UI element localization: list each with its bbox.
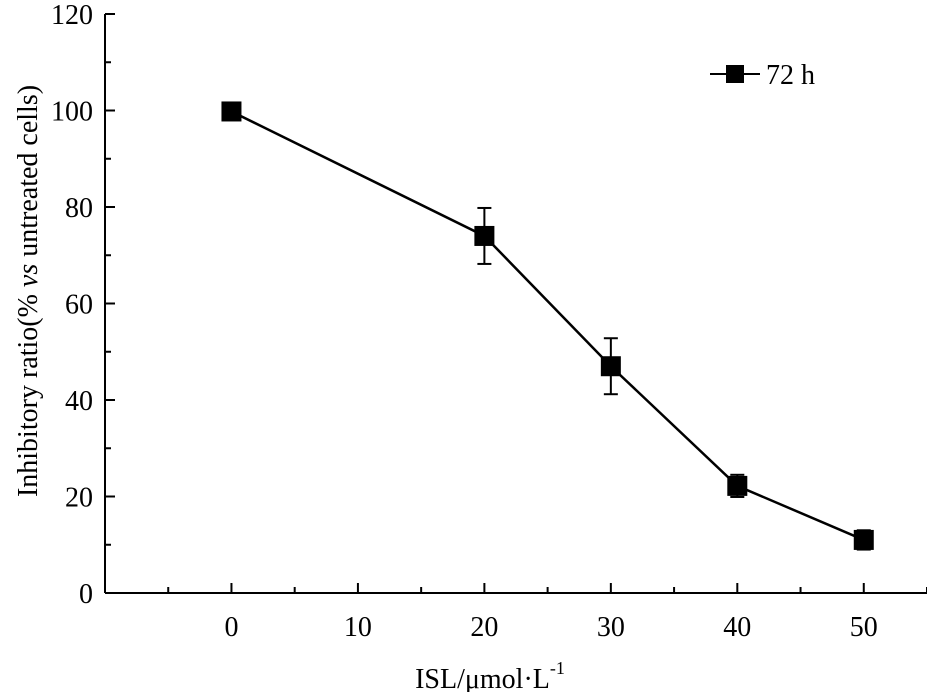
x-tick-label: 20 (470, 612, 498, 643)
data-point-marker (727, 475, 748, 496)
legend: 72 h (710, 60, 815, 91)
x-tick-label: 10 (344, 612, 372, 643)
y-axis-title: Inhibitory ratio(% vs untreated cells) (13, 85, 44, 497)
y-tick-label: 80 (65, 193, 93, 224)
data-point-marker (600, 356, 621, 377)
x-axis-title-superscript: -1 (550, 658, 565, 678)
y-tick-label: 120 (51, 0, 93, 31)
x-tick-label: 50 (850, 612, 878, 643)
x-tick-label: 40 (723, 612, 751, 643)
data-point-marker (474, 225, 495, 246)
x-tick-label: 0 (224, 612, 238, 643)
x-ticks: 0 10 20 30 40 50 (167, 583, 927, 643)
y-ticks: 0 20 40 60 80 100 120 (51, 0, 115, 610)
y-tick-label: 40 (65, 386, 93, 417)
data-point-marker (221, 101, 242, 122)
y-tick-label: 60 (65, 290, 93, 321)
series-72h (221, 101, 874, 551)
x-tick-label: 30 (597, 612, 625, 643)
data-point-marker (853, 529, 874, 550)
legend-marker-square (726, 65, 744, 83)
axes (104, 14, 927, 594)
x-axis-title: ISL/μmol·L-1 (415, 658, 565, 692)
y-tick-label: 100 (51, 97, 93, 128)
legend-label: 72 h (766, 60, 815, 91)
series-line (230, 110, 865, 542)
y-tick-label: 0 (79, 579, 93, 610)
y-tick-label: 20 (65, 483, 93, 514)
